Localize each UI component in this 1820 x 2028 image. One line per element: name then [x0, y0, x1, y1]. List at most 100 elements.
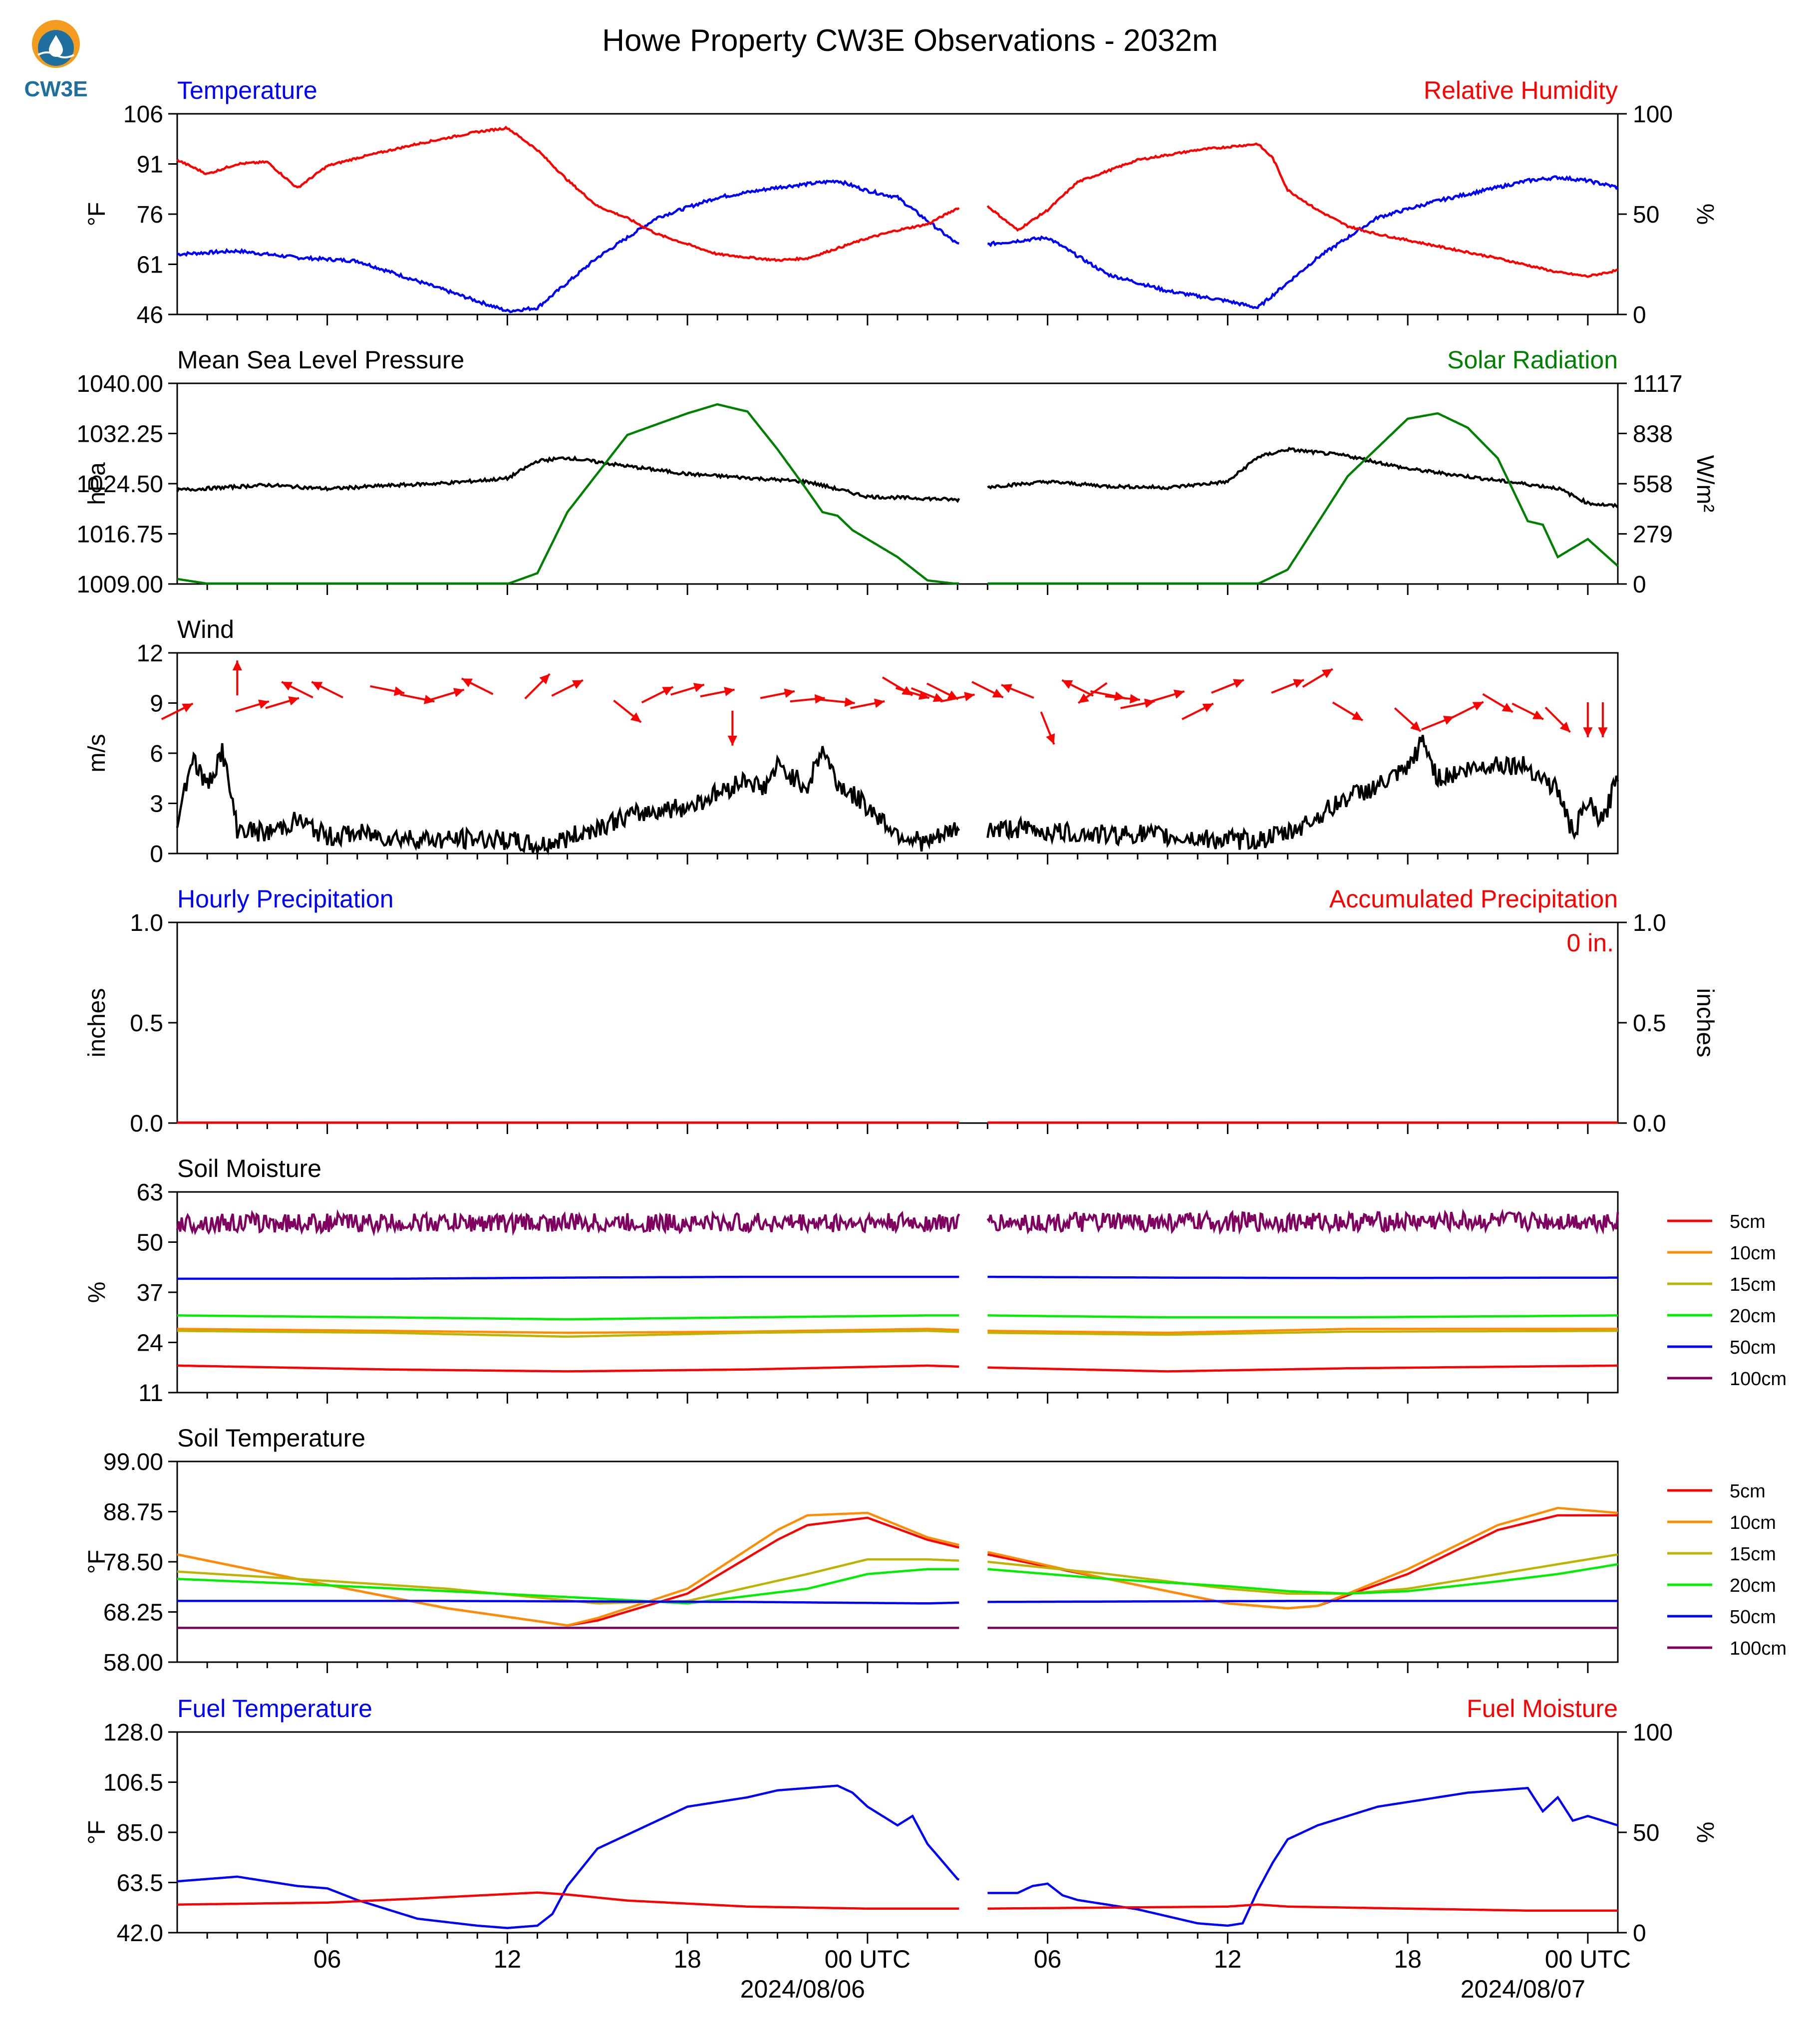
panel-soil_moisture: Soil Moisture 11 24 37 50 63% 5cm 10cm 15cm 20cm 5…: [84, 1155, 1787, 1407]
y2-tick-label: 100: [1633, 1720, 1673, 1746]
panel-fuel: Fuel Temperature Fuel Moisture 42.0 63.5 85.…: [84, 1695, 1718, 1947]
left-title: Hourly Precipitation: [177, 885, 394, 913]
figure-title: Howe Property CW3E Observations - 2032m: [602, 23, 1218, 58]
series-line: [987, 1328, 1618, 1334]
y2-tick-label: 0: [1633, 302, 1646, 328]
wind-arrowhead: [1173, 689, 1185, 699]
wind-arrowhead: [1293, 679, 1304, 688]
series-line: [177, 1568, 959, 1605]
y-tick-label: 46: [137, 302, 163, 328]
wind-arrowhead: [1598, 727, 1608, 737]
series-line: [986, 735, 1619, 850]
right-title: Solar Radiation: [1447, 346, 1618, 374]
y-tick-label: 50: [137, 1230, 163, 1256]
wind-arrowhead: [539, 674, 550, 685]
series-line: [177, 1330, 959, 1338]
legend-entry: 100cm: [1730, 1638, 1787, 1659]
y-tick-label: 0.0: [130, 1111, 163, 1137]
y-tick-label: 12: [137, 640, 163, 667]
left-title: Temperature: [177, 76, 317, 104]
wind-arrowhead: [1202, 703, 1213, 713]
x-tick-label: 06: [1034, 1945, 1062, 1973]
series-line: [987, 1600, 1618, 1603]
wind-arrowhead: [964, 692, 975, 701]
right-title: Fuel Moisture: [1467, 1695, 1618, 1723]
y-tick-label: 78.50: [103, 1549, 163, 1576]
series-line: [987, 1330, 1618, 1336]
wind-arrowhead: [453, 688, 464, 697]
right-title: Accumulated Precipitation: [1329, 885, 1618, 913]
y2-tick-label: 1117: [1633, 371, 1683, 397]
legend-entry: 50cm: [1730, 1607, 1776, 1628]
legend-entry: 50cm: [1730, 1337, 1776, 1358]
precip-annotation: 0 in.: [1566, 929, 1614, 957]
y2-tick-label: 0: [1633, 1920, 1646, 1947]
y-tick-label: 1024.50: [76, 471, 163, 498]
y-tick-label: 6: [150, 741, 163, 767]
series-line: [176, 455, 960, 503]
y-tick-label: 1.0: [130, 910, 163, 936]
panel-wind: Wind 0 3 6 9 12 m/s: [84, 615, 1619, 868]
x-tick-label: 00 UTC: [1545, 1945, 1631, 1973]
y2-axis-label: inches: [1692, 988, 1718, 1058]
y-tick-label: 1016.75: [76, 522, 163, 548]
y-tick-label: 1040.00: [76, 371, 163, 397]
y2-tick-label: 838: [1633, 421, 1673, 447]
wind-arrowhead: [232, 660, 242, 671]
wind-arrowhead: [1078, 693, 1089, 703]
series-line: [177, 403, 959, 585]
wind-arrowhead: [784, 688, 795, 698]
series-line: [176, 125, 960, 263]
y-axis-label: °F: [84, 1820, 110, 1845]
series-line: [987, 1563, 1618, 1595]
series-line: [177, 1328, 959, 1334]
wind-arrowhead: [947, 690, 958, 699]
y-axis-label: m/s: [84, 734, 110, 772]
legend-entry: 10cm: [1730, 1512, 1776, 1533]
x-tick-label: 06: [313, 1945, 341, 1973]
wind-arrowhead: [1001, 684, 1012, 693]
wind-arrowhead: [1062, 680, 1073, 689]
cw3e-logo-text: CW3E: [24, 77, 87, 101]
y2-tick-label: 100: [1633, 101, 1673, 128]
y-tick-label: 88.75: [103, 1499, 163, 1526]
wind-arrowhead: [1583, 727, 1593, 737]
series-line: [987, 1903, 1618, 1912]
y-tick-label: 106.5: [103, 1770, 163, 1796]
y-tick-label: 63.5: [117, 1870, 163, 1897]
legend-entry: 15cm: [1730, 1544, 1776, 1565]
wind-arrowhead: [1559, 721, 1570, 732]
wind-arrowhead: [724, 687, 735, 696]
wind-arrowhead: [992, 688, 1003, 698]
y-tick-label: 9: [150, 691, 163, 717]
legend-entry: 5cm: [1730, 1481, 1766, 1502]
series-line: [987, 446, 1619, 509]
y-axis-label: hPa: [84, 462, 110, 505]
y-axis-label: %: [84, 1282, 110, 1303]
wind-arrowhead: [814, 694, 825, 704]
y2-axis-label: %: [1692, 1822, 1718, 1843]
series-line: [986, 142, 1618, 279]
series-line: [987, 1506, 1618, 1610]
wind-arrowhead: [693, 683, 704, 692]
series-line: [176, 743, 960, 856]
y2-tick-label: 0: [1633, 572, 1646, 598]
left-title: Wind: [177, 615, 234, 643]
wind-arrowhead: [727, 735, 737, 746]
wind-arrowhead: [1443, 716, 1454, 725]
y-tick-label: 37: [137, 1280, 163, 1306]
wind-arrowhead: [932, 693, 944, 702]
wind-arrowhead: [1232, 679, 1244, 688]
legend-entry: 20cm: [1730, 1306, 1776, 1327]
series-line: [987, 1275, 1618, 1279]
wind-arrowhead: [662, 687, 673, 696]
series-line: [987, 1364, 1618, 1373]
y-tick-label: 0.5: [130, 1010, 163, 1037]
wind-arrowhead: [1046, 733, 1055, 745]
y2-tick-label: 0.5: [1633, 1010, 1666, 1037]
legend-entry: 20cm: [1730, 1575, 1776, 1596]
series-line: [177, 1891, 959, 1910]
series-line: [987, 1786, 1618, 1927]
wind-arrowhead: [182, 703, 193, 713]
x-date-label: 2024/08/06: [740, 1975, 865, 2003]
